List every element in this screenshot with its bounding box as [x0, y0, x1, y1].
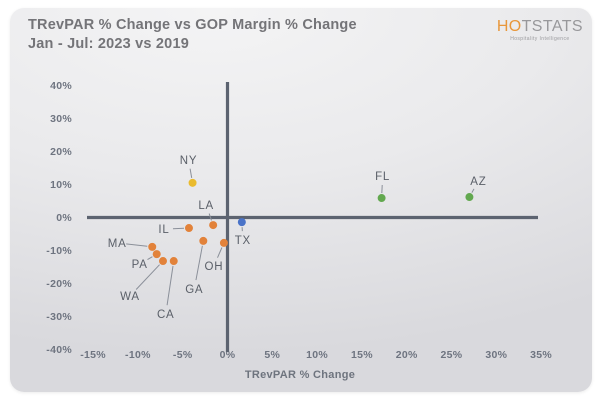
- x-tick-label: 30%: [485, 349, 507, 361]
- data-point-FL: [377, 194, 386, 203]
- point-label-NY: NY: [180, 155, 198, 167]
- data-point-PA: [152, 250, 161, 259]
- data-point-CA: [169, 257, 178, 266]
- y-tick-label: -40%: [46, 344, 72, 356]
- x-tick-label: -10%: [125, 349, 151, 361]
- x-tick-label: 0%: [220, 349, 236, 361]
- point-label-GA: GA: [185, 284, 203, 296]
- leader-line-NY: [189, 168, 193, 179]
- leader-line-WA: [135, 264, 160, 290]
- data-point-OH: [219, 238, 228, 247]
- x-tick-label: 15%: [351, 349, 373, 361]
- point-label-PA: PA: [132, 259, 148, 271]
- x-tick-label: 25%: [441, 349, 463, 361]
- logo-wordmark: HOTSTATS: [496, 18, 583, 35]
- x-tick-label: 35%: [530, 349, 552, 361]
- leader-line-CA: [166, 265, 174, 306]
- point-label-AZ: AZ: [470, 176, 486, 188]
- y-tick-label: 20%: [50, 146, 72, 158]
- x-tick-label: -15%: [80, 349, 106, 361]
- data-point-TX: [237, 218, 246, 227]
- leader-line-AZ: [471, 188, 475, 193]
- point-label-MA: MA: [108, 238, 127, 250]
- logo-tagline: Hospitality Intelligence: [510, 36, 570, 42]
- y-tick-label: -10%: [46, 245, 72, 257]
- chart-header: TRevPAR % Change vs GOP Margin % Change …: [28, 16, 357, 54]
- y-tick-label: 40%: [50, 80, 72, 92]
- data-point-MA: [148, 242, 157, 251]
- point-label-TX: TX: [235, 235, 251, 247]
- point-label-WA: WA: [120, 291, 140, 303]
- point-label-OH: OH: [204, 261, 223, 273]
- chart-card: [10, 8, 592, 392]
- leader-line-GA: [195, 245, 203, 281]
- leader-line-OH: [217, 247, 223, 258]
- data-point-IL: [184, 224, 193, 233]
- y-tick-label: 30%: [50, 113, 72, 125]
- data-point-LA: [209, 221, 218, 230]
- data-point-NY: [188, 178, 197, 187]
- point-label-FL: FL: [375, 171, 390, 183]
- data-point-AZ: [465, 193, 474, 202]
- logo-part-ho: HO: [496, 18, 522, 35]
- leader-line-MA: [126, 243, 148, 247]
- x-tick-label: 10%: [306, 349, 328, 361]
- point-label-LA: LA: [198, 200, 214, 212]
- y-tick-label: -30%: [46, 311, 72, 323]
- page-title: TRevPAR % Change vs GOP Margin % Change: [28, 17, 357, 33]
- x-tick-label: 20%: [396, 349, 418, 361]
- point-label-CA: CA: [157, 309, 175, 321]
- leader-line-PA: [147, 256, 153, 260]
- y-tick-label: 0%: [56, 212, 72, 224]
- y-tick-label: -20%: [46, 278, 72, 290]
- y-tick-label: 10%: [50, 179, 72, 191]
- hotstats-logo: HOTSTATS Hospitality Intelligence: [496, 18, 583, 43]
- page-subtitle: Jan - Jul: 2023 vs 2019: [28, 36, 189, 52]
- logo-part-tstats: TSTATS: [521, 18, 583, 35]
- data-point-GA: [199, 236, 208, 245]
- x-axis-title: TRevPAR % Change: [245, 369, 355, 381]
- point-label-IL: IL: [158, 224, 169, 236]
- data-point-WA: [158, 257, 167, 266]
- x-tick-label: 5%: [264, 349, 280, 361]
- leader-line-LA: [208, 213, 212, 221]
- x-tick-label: -5%: [173, 349, 193, 361]
